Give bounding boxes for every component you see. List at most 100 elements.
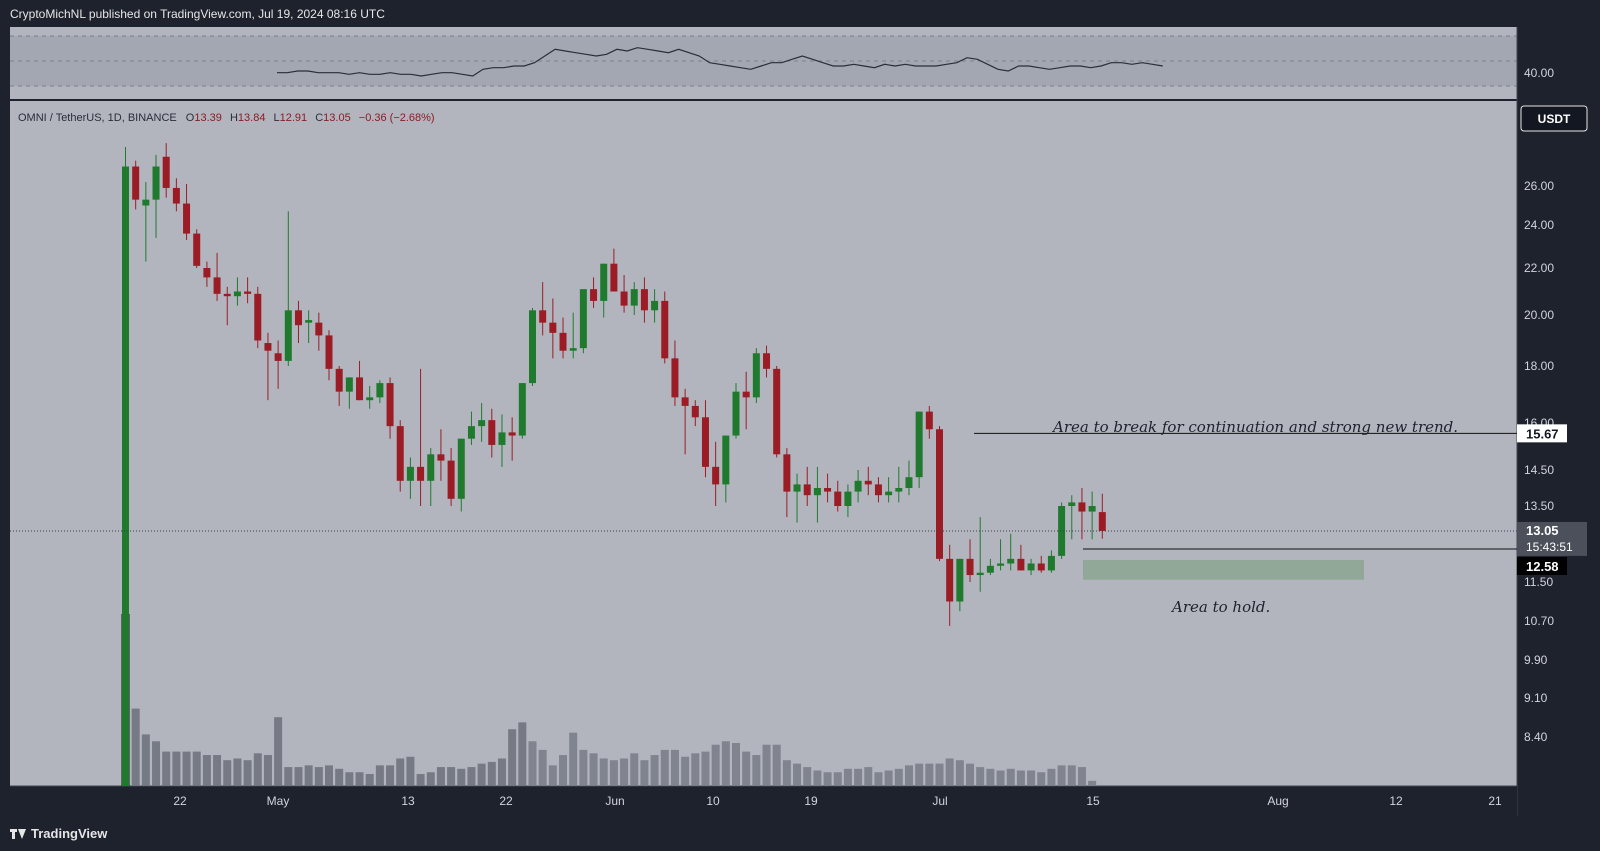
volume-bar [1016, 770, 1025, 786]
volume-bar [436, 767, 445, 786]
volume-bar [528, 741, 537, 786]
candle-body [630, 289, 638, 306]
volume-bar [325, 765, 333, 786]
candle-body [834, 491, 842, 506]
last-price-tag: 13.05 [1526, 523, 1559, 538]
candle-body [447, 460, 455, 499]
candle-body [396, 426, 404, 481]
candle-body [661, 300, 669, 359]
time-tick: 19 [804, 794, 818, 808]
candle-body [1068, 502, 1076, 506]
volume-bar [569, 732, 578, 786]
volume-bar [599, 758, 608, 786]
hold-zone-box[interactable] [1083, 560, 1364, 580]
volume-bar [335, 768, 344, 786]
volume-bar [579, 749, 588, 786]
volume-bar [406, 756, 415, 786]
volume-bars [121, 614, 1097, 786]
price-tick: 18.00 [1524, 359, 1554, 373]
volume-bar [803, 767, 812, 786]
volume-bar [345, 772, 354, 786]
volume-bar [640, 760, 649, 786]
candle-body [722, 435, 730, 485]
volume-bar [416, 773, 425, 786]
candle-body [132, 166, 140, 200]
candle-body [895, 488, 903, 492]
time-axis [10, 786, 1517, 816]
ohlc-open: 13.39 [194, 112, 222, 124]
volume-bar [223, 760, 232, 786]
volume-bar [1067, 765, 1076, 786]
volume-bar [1006, 768, 1015, 786]
volume-bar [284, 767, 293, 786]
tradingview-logo[interactable]: TradingView [10, 826, 107, 841]
candle-body [366, 397, 374, 401]
volume-bar [243, 760, 252, 786]
candle-body [325, 335, 333, 369]
price-tick: 9.90 [1524, 653, 1548, 667]
volume-bar [253, 753, 262, 786]
candle-body [1078, 502, 1086, 512]
candle-body [284, 310, 292, 361]
candle-body [997, 563, 1005, 566]
candle-body [193, 233, 201, 266]
candle-body [946, 558, 954, 602]
candle-body [844, 491, 852, 506]
currency-badge[interactable]: USDT [1538, 112, 1571, 126]
volume-bar [854, 768, 863, 786]
candle-body [773, 368, 781, 455]
volume-bar [365, 773, 374, 786]
symbol-name: OMNI / TetherUS, 1D, BINANCE [18, 112, 177, 124]
candle-body [539, 310, 547, 323]
candle-body [569, 348, 577, 351]
candle-body [640, 289, 648, 311]
ohlc-l-label: L [274, 112, 280, 124]
candle-body [905, 477, 913, 488]
volume-bar [426, 772, 435, 786]
volume-bar [966, 763, 975, 786]
volume-bar [935, 763, 944, 786]
ohlc-change: −0.36 (−2.68%) [359, 112, 435, 124]
candle-body [1037, 563, 1045, 571]
candle-body [956, 558, 964, 602]
volume-bar [904, 765, 913, 786]
candle-body [936, 429, 943, 559]
candle-body [274, 353, 282, 361]
currency-badge-bg[interactable] [1520, 105, 1588, 132]
price-tick: 8.40 [1524, 730, 1548, 744]
candle-body [874, 484, 882, 496]
time-tick: Aug [1267, 794, 1288, 808]
volume-bar [396, 758, 405, 786]
time-tick: 21 [1488, 794, 1502, 808]
candle-body [376, 383, 384, 398]
candle-body [264, 343, 272, 351]
candle-body [803, 484, 811, 496]
volume-bar [172, 751, 181, 786]
price-tick: 10.70 [1524, 614, 1554, 628]
resistance-price-tag-bg [1517, 424, 1567, 443]
candle-body [294, 310, 302, 326]
volume-bar [772, 744, 781, 786]
candle-body [406, 466, 414, 481]
price-tick: 13.50 [1524, 499, 1554, 513]
volume-bar [630, 753, 639, 786]
candle-body [620, 291, 628, 306]
footer-bar: TradingView [0, 816, 1600, 851]
volume-bar [467, 767, 476, 786]
candle-body [142, 199, 150, 206]
ohlc-h-label: H [230, 112, 238, 124]
candle-body [172, 187, 180, 204]
candle-body [233, 291, 241, 297]
candle-body [305, 320, 313, 323]
volume-bar [986, 768, 995, 786]
candle-body [549, 322, 557, 333]
volume-bar [294, 767, 303, 786]
publisher-text: CryptoMichNL published on TradingView.co… [10, 7, 385, 21]
candle-body [437, 454, 445, 461]
price-axis [1517, 27, 1600, 816]
candle-body [986, 565, 994, 573]
candle-body [559, 332, 567, 351]
candle-body [467, 426, 475, 439]
volume-bar [884, 770, 893, 786]
